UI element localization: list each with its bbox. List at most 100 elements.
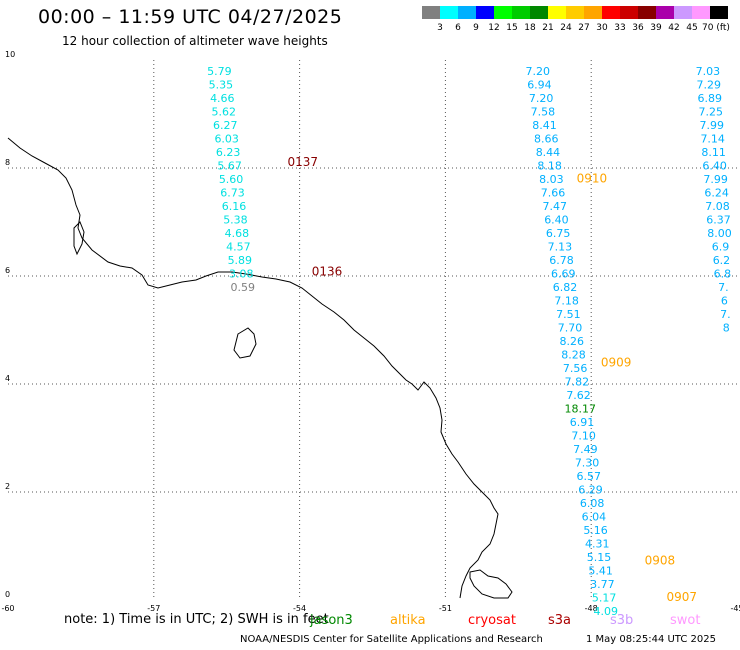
footer-timestamp: 1 May 08:25:44 UTC 2025 xyxy=(586,634,716,645)
wave-height-value: 7.29 xyxy=(697,78,722,91)
wave-height-value: 6.69 xyxy=(551,267,576,280)
colorbar-label: 27 xyxy=(578,23,589,33)
colorbar-swatch xyxy=(548,6,566,19)
wave-height-value: 6.29 xyxy=(578,483,603,496)
wave-height-value: 6.03 xyxy=(214,132,239,145)
colorbar-label: 9 xyxy=(473,23,479,33)
wave-height-value: 5.15 xyxy=(587,551,612,564)
wave-height-value: 5.67 xyxy=(217,159,242,172)
colorbar-swatch xyxy=(458,6,476,19)
colorbar-label: 42 xyxy=(668,23,679,33)
satellite-legend-item: s3a xyxy=(548,613,572,628)
track-time-label: 0908 xyxy=(645,554,676,568)
wave-height-value: 7.18 xyxy=(554,294,579,307)
footer-credit: NOAA/NESDIS Center for Satellite Applica… xyxy=(240,634,543,645)
wave-height-value: 8.28 xyxy=(561,348,586,361)
wave-height-value: 4.31 xyxy=(585,537,610,550)
wave-height-value: 6.2 xyxy=(713,254,731,267)
lon-tick-label: -60 xyxy=(1,604,14,613)
lon-tick-label: -51 xyxy=(439,604,452,613)
colorbar-swatch xyxy=(494,6,512,19)
wave-height-value: 6.57 xyxy=(577,470,602,483)
wave-height-value: 0.59 xyxy=(230,281,255,294)
track-time-label: 0137 xyxy=(287,155,318,169)
wave-height-value: 7. xyxy=(718,281,729,294)
wave-height-value: 6.23 xyxy=(216,146,241,159)
altimeter-tracks: 5.795.354.665.626.276.036.235.675.606.73… xyxy=(207,65,732,618)
wave-height-value: 7.82 xyxy=(565,375,590,388)
track-time-label: 0907 xyxy=(667,590,698,604)
wave-height-value: 5.35 xyxy=(209,78,234,91)
colorbar-label: 18 xyxy=(524,23,536,33)
wave-height-value: 7.58 xyxy=(531,105,556,118)
wave-height-value: 8.66 xyxy=(534,132,559,145)
track-time-label: 0910 xyxy=(577,172,608,186)
wave-height-value: 7.66 xyxy=(541,186,566,199)
lon-tick-label: -45 xyxy=(730,604,740,613)
wave-height-value: 6.82 xyxy=(553,281,578,294)
lat-tick-label: 6 xyxy=(5,266,10,275)
lon-tick-label: -57 xyxy=(147,604,160,613)
wave-height-value: 7.13 xyxy=(548,240,573,253)
footer-note: note: 1) Time is in UTC; 2) SWH is in fe… xyxy=(64,612,329,627)
wave-height-value: 6.40 xyxy=(702,159,727,172)
lat-tick-label: 10 xyxy=(5,50,15,59)
wave-height-value: 8.44 xyxy=(536,146,561,159)
colorbar-label: 39 xyxy=(650,23,662,33)
wave-height-value: 7. xyxy=(720,308,731,321)
lat-tick-label: 8 xyxy=(5,158,10,167)
lon-tick-label: -48 xyxy=(585,604,598,613)
satellite-legend-item: swot xyxy=(670,613,701,628)
wave-height-value: 3.08 xyxy=(229,267,254,280)
colorbar-swatch xyxy=(674,6,692,19)
wave-height-value: 7.51 xyxy=(556,308,581,321)
wave-height-value: 6.94 xyxy=(527,78,552,91)
colorbar-swatch xyxy=(512,6,530,19)
wave-height-value: 6.16 xyxy=(222,200,247,213)
wave-height-value: 6.75 xyxy=(546,227,571,240)
colorbar-label: 21 xyxy=(542,23,553,33)
wave-height-value: 3.77 xyxy=(590,578,615,591)
wave-height-value: 7.03 xyxy=(696,65,721,78)
wave-height-value: 5.60 xyxy=(219,173,244,186)
wave-height-value: 8.18 xyxy=(537,159,562,172)
track-time-label: 0136 xyxy=(312,265,343,279)
wave-height-value: 4.09 xyxy=(594,605,619,618)
satellite-legend-item: cryosat xyxy=(468,613,516,628)
colorbar-label: 70 (ft) xyxy=(702,23,730,33)
colorbar-label: 45 xyxy=(686,23,697,33)
colorbar-swatch xyxy=(530,6,548,19)
wave-height-value: 6.89 xyxy=(698,92,723,105)
wave-height-value: 6 xyxy=(721,294,728,307)
wave-height-value: 7.99 xyxy=(699,119,724,132)
colorbar-label: 33 xyxy=(614,23,625,33)
wave-height-value: 7.20 xyxy=(529,92,554,105)
lat-tick-label: 4 xyxy=(5,374,10,383)
colorbar-swatch xyxy=(620,6,638,19)
track-time-label: 0909 xyxy=(601,355,632,369)
wave-height-value: 7.99 xyxy=(703,173,728,186)
coastline-south-america xyxy=(7,137,499,599)
wave-height-value: 8 xyxy=(723,321,730,334)
wave-height-value: 7.30 xyxy=(575,456,600,469)
wave-height-value: 7.47 xyxy=(543,200,568,213)
colorbar-swatch xyxy=(584,6,602,19)
wave-height-value: 8.26 xyxy=(560,335,585,348)
wave-height-value: 8.41 xyxy=(532,119,557,132)
wave-height-value: 7.25 xyxy=(699,105,724,118)
wave-height-value: 6.73 xyxy=(220,186,245,199)
wave-height-value: 6.37 xyxy=(706,213,731,226)
wave-height-value: 5.41 xyxy=(588,564,613,577)
colorbar-label: 6 xyxy=(455,23,461,33)
colorbar-label: 24 xyxy=(560,23,572,33)
track-time-labels: 0137 0136 0910 0909 0908 0907 xyxy=(287,155,697,604)
colorbar-swatch xyxy=(692,6,710,19)
page-subtitle: 12 hour collection of altimeter wave hei… xyxy=(62,34,328,48)
colorbar-swatch xyxy=(440,6,458,19)
wave-height-value: 6.9 xyxy=(712,240,730,253)
page-title: 00:00 – 11:59 UTC 04/27/2025 xyxy=(38,6,343,28)
colorbar-swatch xyxy=(422,6,440,19)
colorbar-swatch xyxy=(602,6,620,19)
wave-height-value: 5.16 xyxy=(583,524,608,537)
colorbar-label: 12 xyxy=(488,23,499,33)
